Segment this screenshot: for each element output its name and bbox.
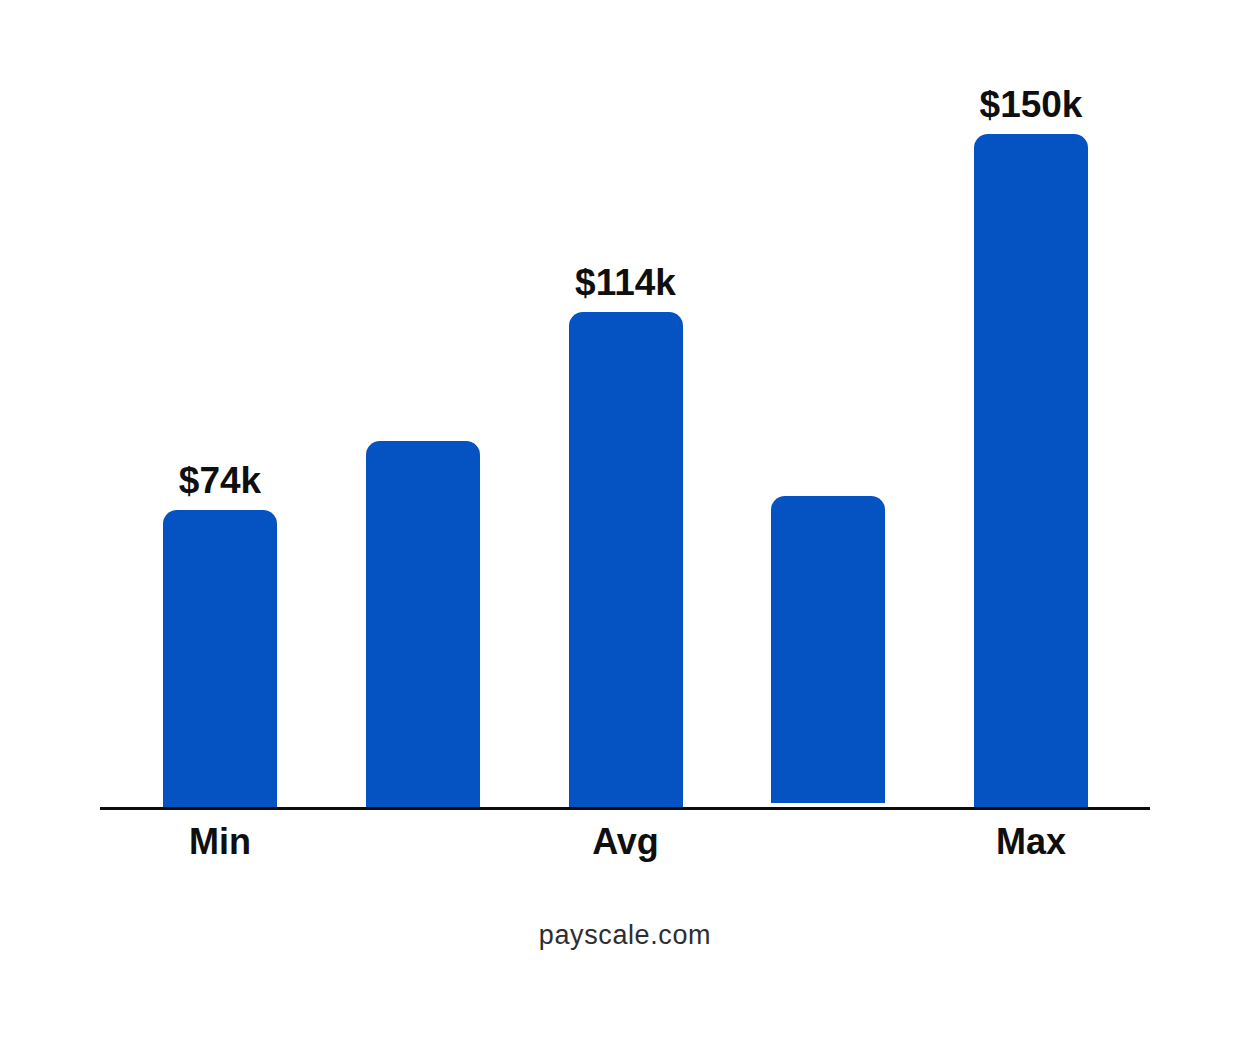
bars: $74k $114k $150k bbox=[163, 0, 1089, 807]
bar-5: $150k bbox=[974, 134, 1088, 807]
bar-4 bbox=[771, 496, 885, 803]
x-axis-label-min: Min bbox=[189, 824, 251, 860]
x-axis-label-avg: Avg bbox=[592, 824, 659, 860]
bar-1: $74k bbox=[163, 510, 277, 807]
bar-value-label: $114k bbox=[575, 264, 676, 301]
source-attribution: payscale.com bbox=[0, 919, 1250, 951]
x-axis-baseline bbox=[100, 807, 1150, 810]
bar-3: $114k bbox=[569, 312, 683, 807]
salary-bar-chart: $74k $114k $150k Min Avg Max payscale.com bbox=[0, 0, 1250, 1042]
bar-2 bbox=[366, 441, 480, 807]
bar-value-label: $150k bbox=[980, 86, 1083, 123]
category-labels: Min Avg Max bbox=[163, 824, 1089, 870]
x-axis-label-max: Max bbox=[996, 824, 1066, 860]
bar-value-label: $74k bbox=[179, 462, 261, 499]
